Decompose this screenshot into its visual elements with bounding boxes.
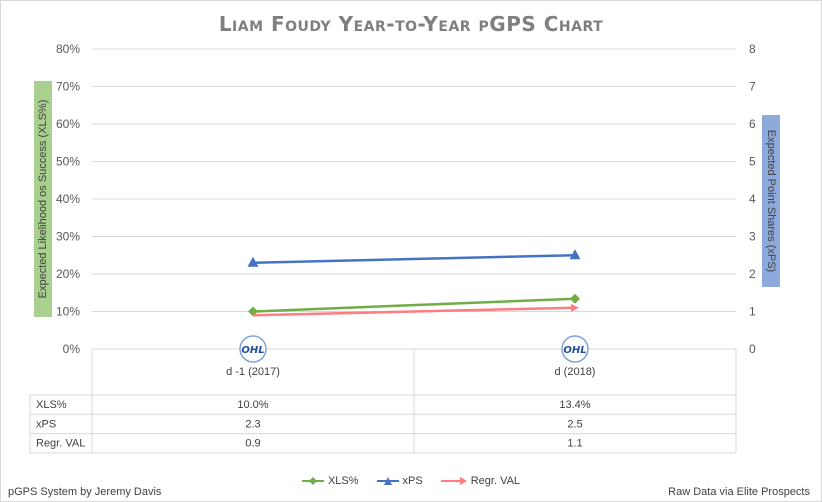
legend-item-regr: Regr. VAL: [440, 475, 521, 487]
footer-credit: pGPS System by Jeremy Davis: [8, 486, 162, 498]
y-right-tick-label: 0: [749, 342, 756, 356]
ohl-logo-text: OHL: [241, 345, 264, 356]
data-point-triangle: [569, 249, 581, 260]
y-right-tick-label: 8: [749, 42, 756, 56]
ohl-logo-icon: [239, 335, 267, 363]
legend-item-xps: xPS: [376, 475, 423, 487]
table-row-label: xPS: [36, 418, 56, 430]
category-label: d (2018): [555, 366, 596, 378]
y-right-tick-label: 7: [749, 80, 756, 94]
y-right-tick-label: 3: [749, 230, 756, 244]
y-left-tick-label: 70%: [56, 80, 80, 94]
y-left-tick-label: 40%: [56, 192, 80, 206]
footer-source: Raw Data via Elite Prospects: [668, 486, 810, 498]
y-left-axis-label-text: Expected Likelihood os Success (XLS%): [37, 99, 49, 299]
legend-label-xps: xPS: [402, 475, 423, 487]
table-cell: 0.9: [245, 438, 260, 450]
legend-item-xls: XLS%: [301, 475, 359, 487]
table-cell: 1.1: [567, 438, 582, 450]
series-line: [252, 306, 576, 317]
y-left-tick-label: 30%: [56, 230, 80, 244]
y-left-tick-label: 80%: [56, 42, 80, 56]
data-point-arrow: [570, 303, 579, 312]
diamond-marker-icon: [301, 477, 324, 485]
data-point-triangle: [247, 256, 259, 267]
category-label: d -1 (2017): [226, 366, 280, 378]
y-left-tick-label: 60%: [56, 117, 80, 131]
ohl-logo-text: OHL: [563, 345, 586, 356]
y-right-axis-label-text: Expected Point Shares (xPS): [765, 129, 777, 273]
table-cell: 2.5: [567, 418, 582, 430]
triangle-marker-icon: [376, 477, 399, 485]
legend-label-regr: Regr. VAL: [470, 475, 521, 487]
arrow-marker-icon: [440, 477, 467, 485]
y-left-tick-label: 0%: [63, 342, 81, 356]
y-right-tick-label: 1: [749, 305, 756, 319]
y-left-axis-label: Expected Likelihood os Success (XLS%): [34, 81, 52, 317]
y-left-tick-label: 50%: [56, 155, 80, 169]
table-cell: 13.4%: [559, 399, 590, 411]
y-right-tick-label: 4: [749, 192, 756, 206]
y-right-tick-label: 2: [749, 267, 756, 281]
y-right-tick-label: 5: [749, 155, 756, 169]
y-right-tick-label: 6: [749, 117, 756, 131]
legend: XLS% xPS Regr. VAL: [0, 475, 822, 487]
chart-title: Liam Foudy Year-to-Year pGPS Chart: [218, 12, 604, 36]
series-line: [252, 254, 576, 264]
table-cell: 2.3: [245, 418, 260, 430]
y-left-tick-label: 20%: [56, 267, 80, 281]
table-row-label: XLS%: [36, 399, 67, 411]
table-cell: 10.0%: [237, 399, 268, 411]
legend-label-xls: XLS%: [327, 475, 359, 487]
data-point-diamond: [570, 293, 580, 304]
table-row-label: Regr. VAL: [36, 438, 85, 450]
y-right-axis-label: Expected Point Shares (xPS): [762, 115, 780, 287]
ohl-logo-icon: [561, 335, 589, 363]
series-line: [252, 297, 576, 313]
y-left-tick-label: 10%: [56, 305, 80, 319]
